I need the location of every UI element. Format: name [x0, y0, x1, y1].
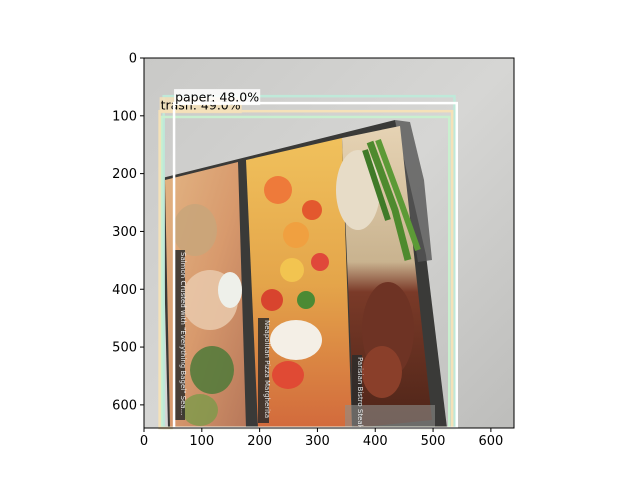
x-tick-label: 600: [478, 434, 503, 449]
x-tick-label: 200: [247, 434, 272, 449]
photo: [144, 58, 514, 428]
menu-text-pizza: Neapolitan Pizza Margherita: [263, 320, 271, 418]
y-tick-label: 300: [112, 225, 137, 240]
y-tick-label: 600: [112, 398, 137, 413]
y-tick-label: 200: [112, 167, 137, 182]
x-tick-label: 100: [189, 434, 214, 449]
menu-text-salmon: Salmon Crusted with "Everything Bagel" S…: [179, 252, 187, 415]
x-tick-label: 0: [140, 434, 148, 449]
x-axis: 0 100 200 300 400 500 600: [140, 428, 503, 449]
y-tick-label: 400: [112, 283, 137, 298]
y-tick-label: 0: [129, 52, 137, 67]
axes-frame: [143, 57, 515, 429]
pizza-panel: [246, 138, 352, 428]
x-tick-label: 300: [305, 434, 330, 449]
detection-label: paper: 48.0%: [175, 90, 259, 105]
detection-label-bg: [174, 89, 261, 106]
x-tick-label: 500: [421, 434, 446, 449]
x-tick-label: 400: [363, 434, 388, 449]
menu-text-steak: Parisian Bistro Steak: [356, 357, 364, 430]
y-tick-label: 100: [112, 109, 137, 124]
y-axis: 0 100 200 300 400 500 600: [112, 52, 144, 413]
y-tick-label: 500: [112, 341, 137, 356]
